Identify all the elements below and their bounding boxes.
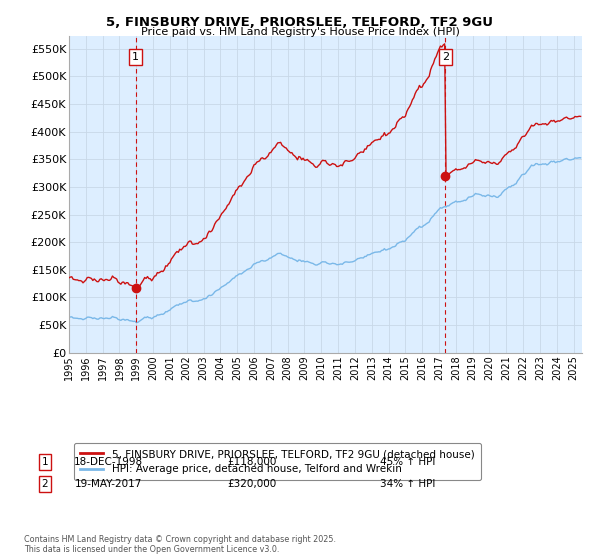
Text: 1: 1 [132,52,139,62]
Text: £118,000: £118,000 [227,457,277,467]
Text: 2: 2 [442,52,449,62]
Legend: 5, FINSBURY DRIVE, PRIORSLEE, TELFORD, TF2 9GU (detached house), HPI: Average pr: 5, FINSBURY DRIVE, PRIORSLEE, TELFORD, T… [74,443,481,480]
Text: 2: 2 [41,479,49,489]
Text: 18-DEC-1998: 18-DEC-1998 [73,457,143,467]
Text: 34% ↑ HPI: 34% ↑ HPI [380,479,436,489]
Text: 19-MAY-2017: 19-MAY-2017 [74,479,142,489]
Text: 5, FINSBURY DRIVE, PRIORSLEE, TELFORD, TF2 9GU: 5, FINSBURY DRIVE, PRIORSLEE, TELFORD, T… [107,16,493,29]
Text: Contains HM Land Registry data © Crown copyright and database right 2025.
This d: Contains HM Land Registry data © Crown c… [24,535,336,554]
Text: 1: 1 [41,457,49,467]
Text: Price paid vs. HM Land Registry's House Price Index (HPI): Price paid vs. HM Land Registry's House … [140,27,460,37]
Text: £320,000: £320,000 [227,479,277,489]
Text: 45% ↑ HPI: 45% ↑ HPI [380,457,436,467]
